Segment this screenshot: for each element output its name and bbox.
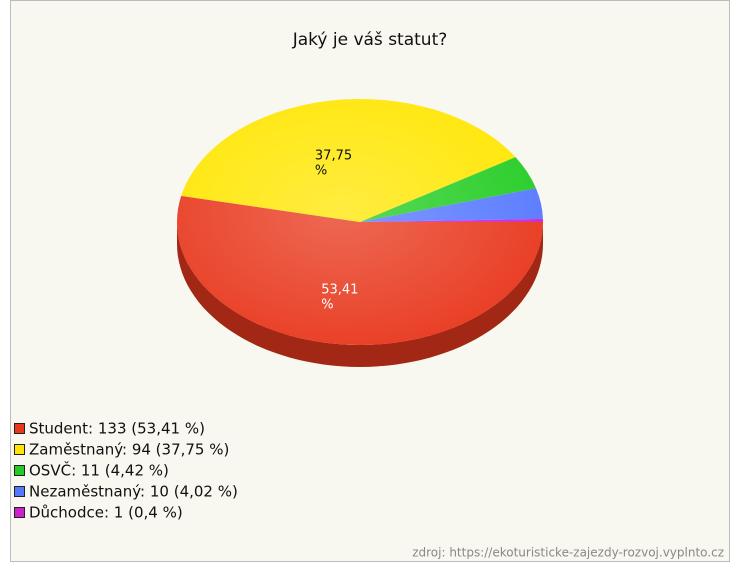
legend-swatch <box>14 507 25 518</box>
legend-swatch <box>14 465 25 476</box>
chart-title: Jaký je váš statut? <box>292 30 448 50</box>
legend-swatch <box>14 423 25 434</box>
data-label: 37,75% <box>315 148 352 178</box>
data-label-line: % <box>315 163 327 178</box>
legend-label: OSVČ: 11 (4,42 %) <box>29 461 169 480</box>
legend-label: Zaměstnaný: 94 (37,75 %) <box>29 441 229 459</box>
data-label-line: 37,75 <box>315 148 352 163</box>
legend-swatch <box>14 486 25 497</box>
data-label: 53,41% <box>321 282 358 312</box>
source-note: zdroj: https://ekoturisticke-zajezdy-roz… <box>412 546 724 560</box>
legend-swatch <box>14 444 25 455</box>
legend-label: Student: 133 (53,41 %) <box>29 420 205 438</box>
legend-label: Důchodce: 1 (0,4 %) <box>29 504 183 522</box>
data-label-line: % <box>321 297 333 312</box>
data-label-line: 53,41 <box>321 282 358 297</box>
legend-label: Nezaměstnaný: 10 (4,02 %) <box>29 483 238 501</box>
